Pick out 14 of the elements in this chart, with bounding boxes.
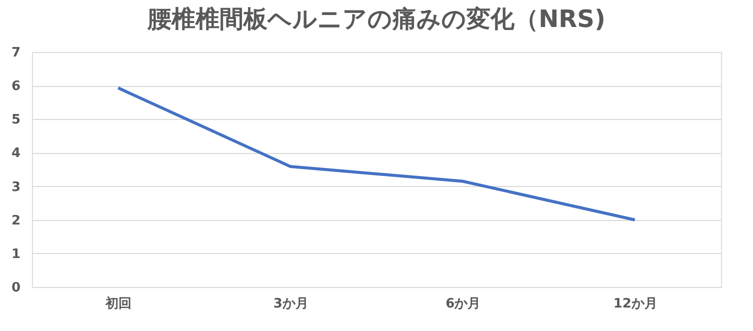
y-tick-label: 1 <box>11 246 20 262</box>
x-tick-label: 3か月 <box>273 296 308 312</box>
y-tick-label: 7 <box>11 46 20 60</box>
x-tick-label: 初回 <box>104 296 132 312</box>
y-tick-label: 2 <box>11 213 20 228</box>
y-tick-label: 3 <box>11 180 20 195</box>
y-tick-label: 6 <box>11 79 20 94</box>
y-tick-label: 5 <box>11 112 20 128</box>
chart-title: 腰椎椎間板ヘルニアの痛みの変化（NRS) <box>146 5 606 33</box>
y-tick-label: 0 <box>11 280 20 296</box>
line-series <box>116 86 636 222</box>
x-tick-label: 12か月 <box>613 296 658 312</box>
x-tick-label: 6か月 <box>446 296 481 312</box>
y-tick-label: 4 <box>11 146 20 162</box>
